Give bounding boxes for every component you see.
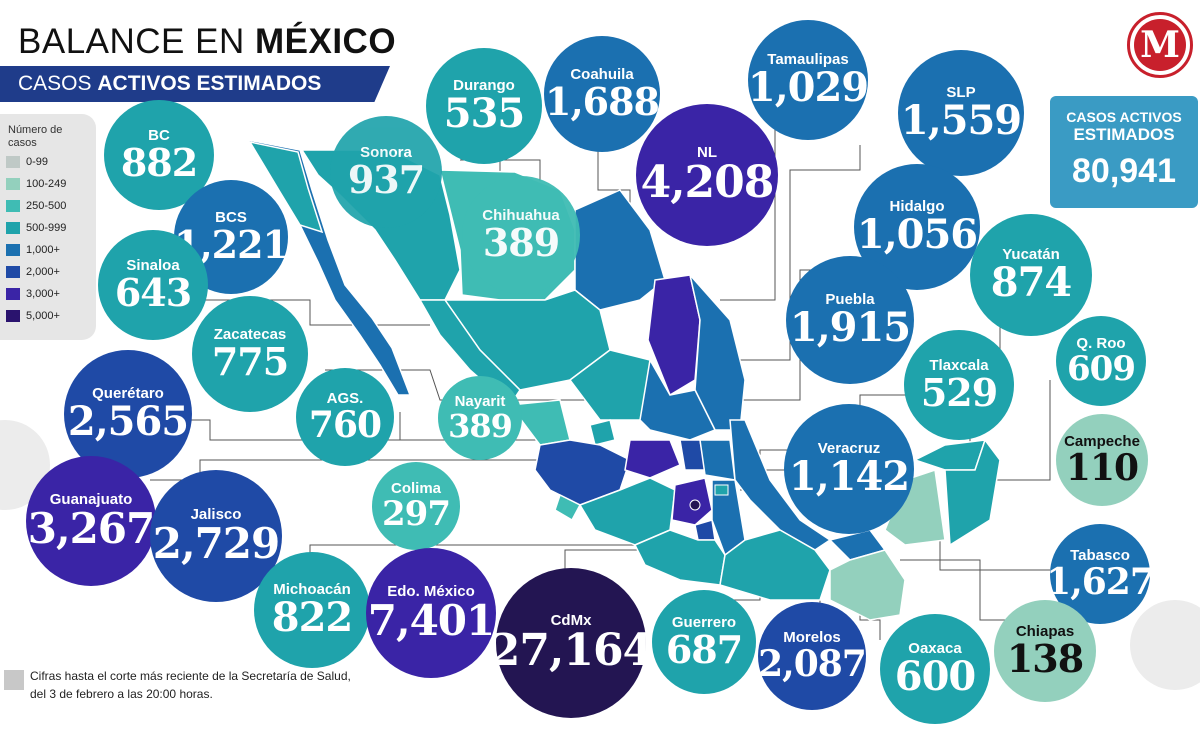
legend-label: 3,000+ [26,288,60,300]
state-bubble-sonora: Sonora 937 [330,116,442,228]
legend-label: 2,000+ [26,266,60,278]
state-bubble-campeche: Campeche 110 [1056,414,1148,506]
state-bubble-tabasco: Tabasco 1,627 [1046,524,1155,624]
legend-title: Número de casos [8,124,63,149]
state-bubble-nayarit: Nayarit 389 [438,376,522,460]
map-region-colima [554,493,582,522]
map-region-veracruz [729,419,832,551]
map-region-slp [639,357,717,441]
total-label: CASOS ACTIVOS ESTIMADOS [1066,109,1182,144]
map-region-ags [589,419,616,446]
state-bubble-michoacan: Michoacán 822 [254,552,370,668]
leader-line [309,544,650,560]
state-bubble-tamaulipas: Tamaulipas 1,029 [748,20,869,140]
legend-item: 1,000+ [6,244,60,256]
legend-item: 250-500 [6,200,66,212]
state-bubble-sinaloa: Sinaloa 643 [98,230,208,340]
map-region-guanajuato [624,439,681,479]
state-bubble-slp: SLP 1,559 [898,50,1024,176]
page-subtitle: CASOS ACTIVOS ESTIMADOS [0,66,390,102]
legend-swatch [6,200,20,212]
map-region-cdmx [689,499,701,511]
legend: Número de casos 0-99 100-249 250-500 500… [0,114,96,340]
state-bubble-qroo: Q. Roo 609 [1056,316,1146,406]
legend-item: 100-249 [6,178,66,190]
legend-label: 0-99 [26,156,49,168]
state-bubble-nl: NL 4,208 [636,104,778,246]
state-bubble-guanajuato: Guanajuato 3,267 [26,456,156,586]
state-bubble-durango: Durango 535 [426,48,542,164]
state-bubble-zacatecas: Zacatecas 775 [192,296,308,412]
state-bubble-coahuila: Coahuila 1,688 [544,36,660,152]
state-bubble-guerrero: Guerrero 687 [652,590,756,694]
legend-swatch [6,178,20,190]
page-title: BALANCE EN MÉXICO [18,22,397,61]
state-bubble-puebla: Puebla 1,915 [786,256,914,384]
leader-line [190,419,570,441]
leader-line [150,459,560,481]
legend-label: 250-500 [26,200,67,212]
map-region-yucatan [913,439,987,471]
map-region-tlaxcala [714,484,729,496]
state-bubble-colima: Colima 297 [372,462,460,550]
state-bubble-cdmx: CdMx 27,164 [490,568,653,718]
legend-swatch [6,222,20,234]
legend-swatch [6,244,20,256]
map-region-hidalgo [699,439,736,481]
legend-label: 1,000+ [26,244,60,256]
logo-letter: M [1134,19,1186,71]
state-bubble-edomex: Edo. México 7,401 [366,548,496,678]
state-bubble-tlaxcala: Tlaxcala 529 [904,330,1014,440]
legend-swatch [6,156,20,168]
legend-label: 100-249 [26,178,67,190]
map-region-qroo [944,438,1001,547]
leader-line [900,559,1010,621]
legend-swatch [6,266,20,278]
state-bubble-ags: AGS. 760 [296,368,394,466]
state-bubble-chiapas: Chiapas 138 [994,600,1096,702]
state-bubble-oaxaca: Oaxaca 600 [880,614,990,724]
legend-item: 2,000+ [6,266,60,278]
map-region-chiapas [829,549,906,621]
map-region-tamaulipas [688,272,746,431]
footnote: Cifras hasta el corte más reciente de la… [30,669,351,701]
virus-decoration-icon [1130,600,1200,690]
legend-item: 0-99 [6,156,48,168]
map-region-bc [248,140,324,234]
total-active-cases-box: CASOS ACTIVOS ESTIMADOS 80,941 [1050,96,1198,208]
state-bubble-bc: BC 882 [104,100,214,210]
legend-swatch [6,288,20,300]
state-bubble-queretaro: Querétaro 2,565 [64,350,192,478]
legend-label: 5,000+ [26,310,60,322]
legend-item: 500-999 [6,222,66,234]
leader-line [990,380,1051,481]
leader-line [325,369,600,401]
state-bubble-veracruz: Veracruz 1,142 [784,404,914,534]
legend-item: 5,000+ [6,310,60,322]
state-bubble-morelos: Morelos 2,087 [758,602,867,710]
state-bubble-yucatan: Yucatán 874 [970,214,1092,336]
leader-line [730,145,861,361]
milenio-logo-icon: M [1127,12,1193,78]
legend-label: 500-999 [26,222,67,234]
legend-swatch [6,310,20,322]
state-bubble-chihuahua: Chihuahua 389 [462,176,580,294]
legend-item: 3,000+ [6,288,60,300]
total-value: 80,941 [1072,152,1176,190]
footnote-marker [4,670,24,690]
state-bubble-jalisco: Jalisco 2,729 [150,470,282,602]
